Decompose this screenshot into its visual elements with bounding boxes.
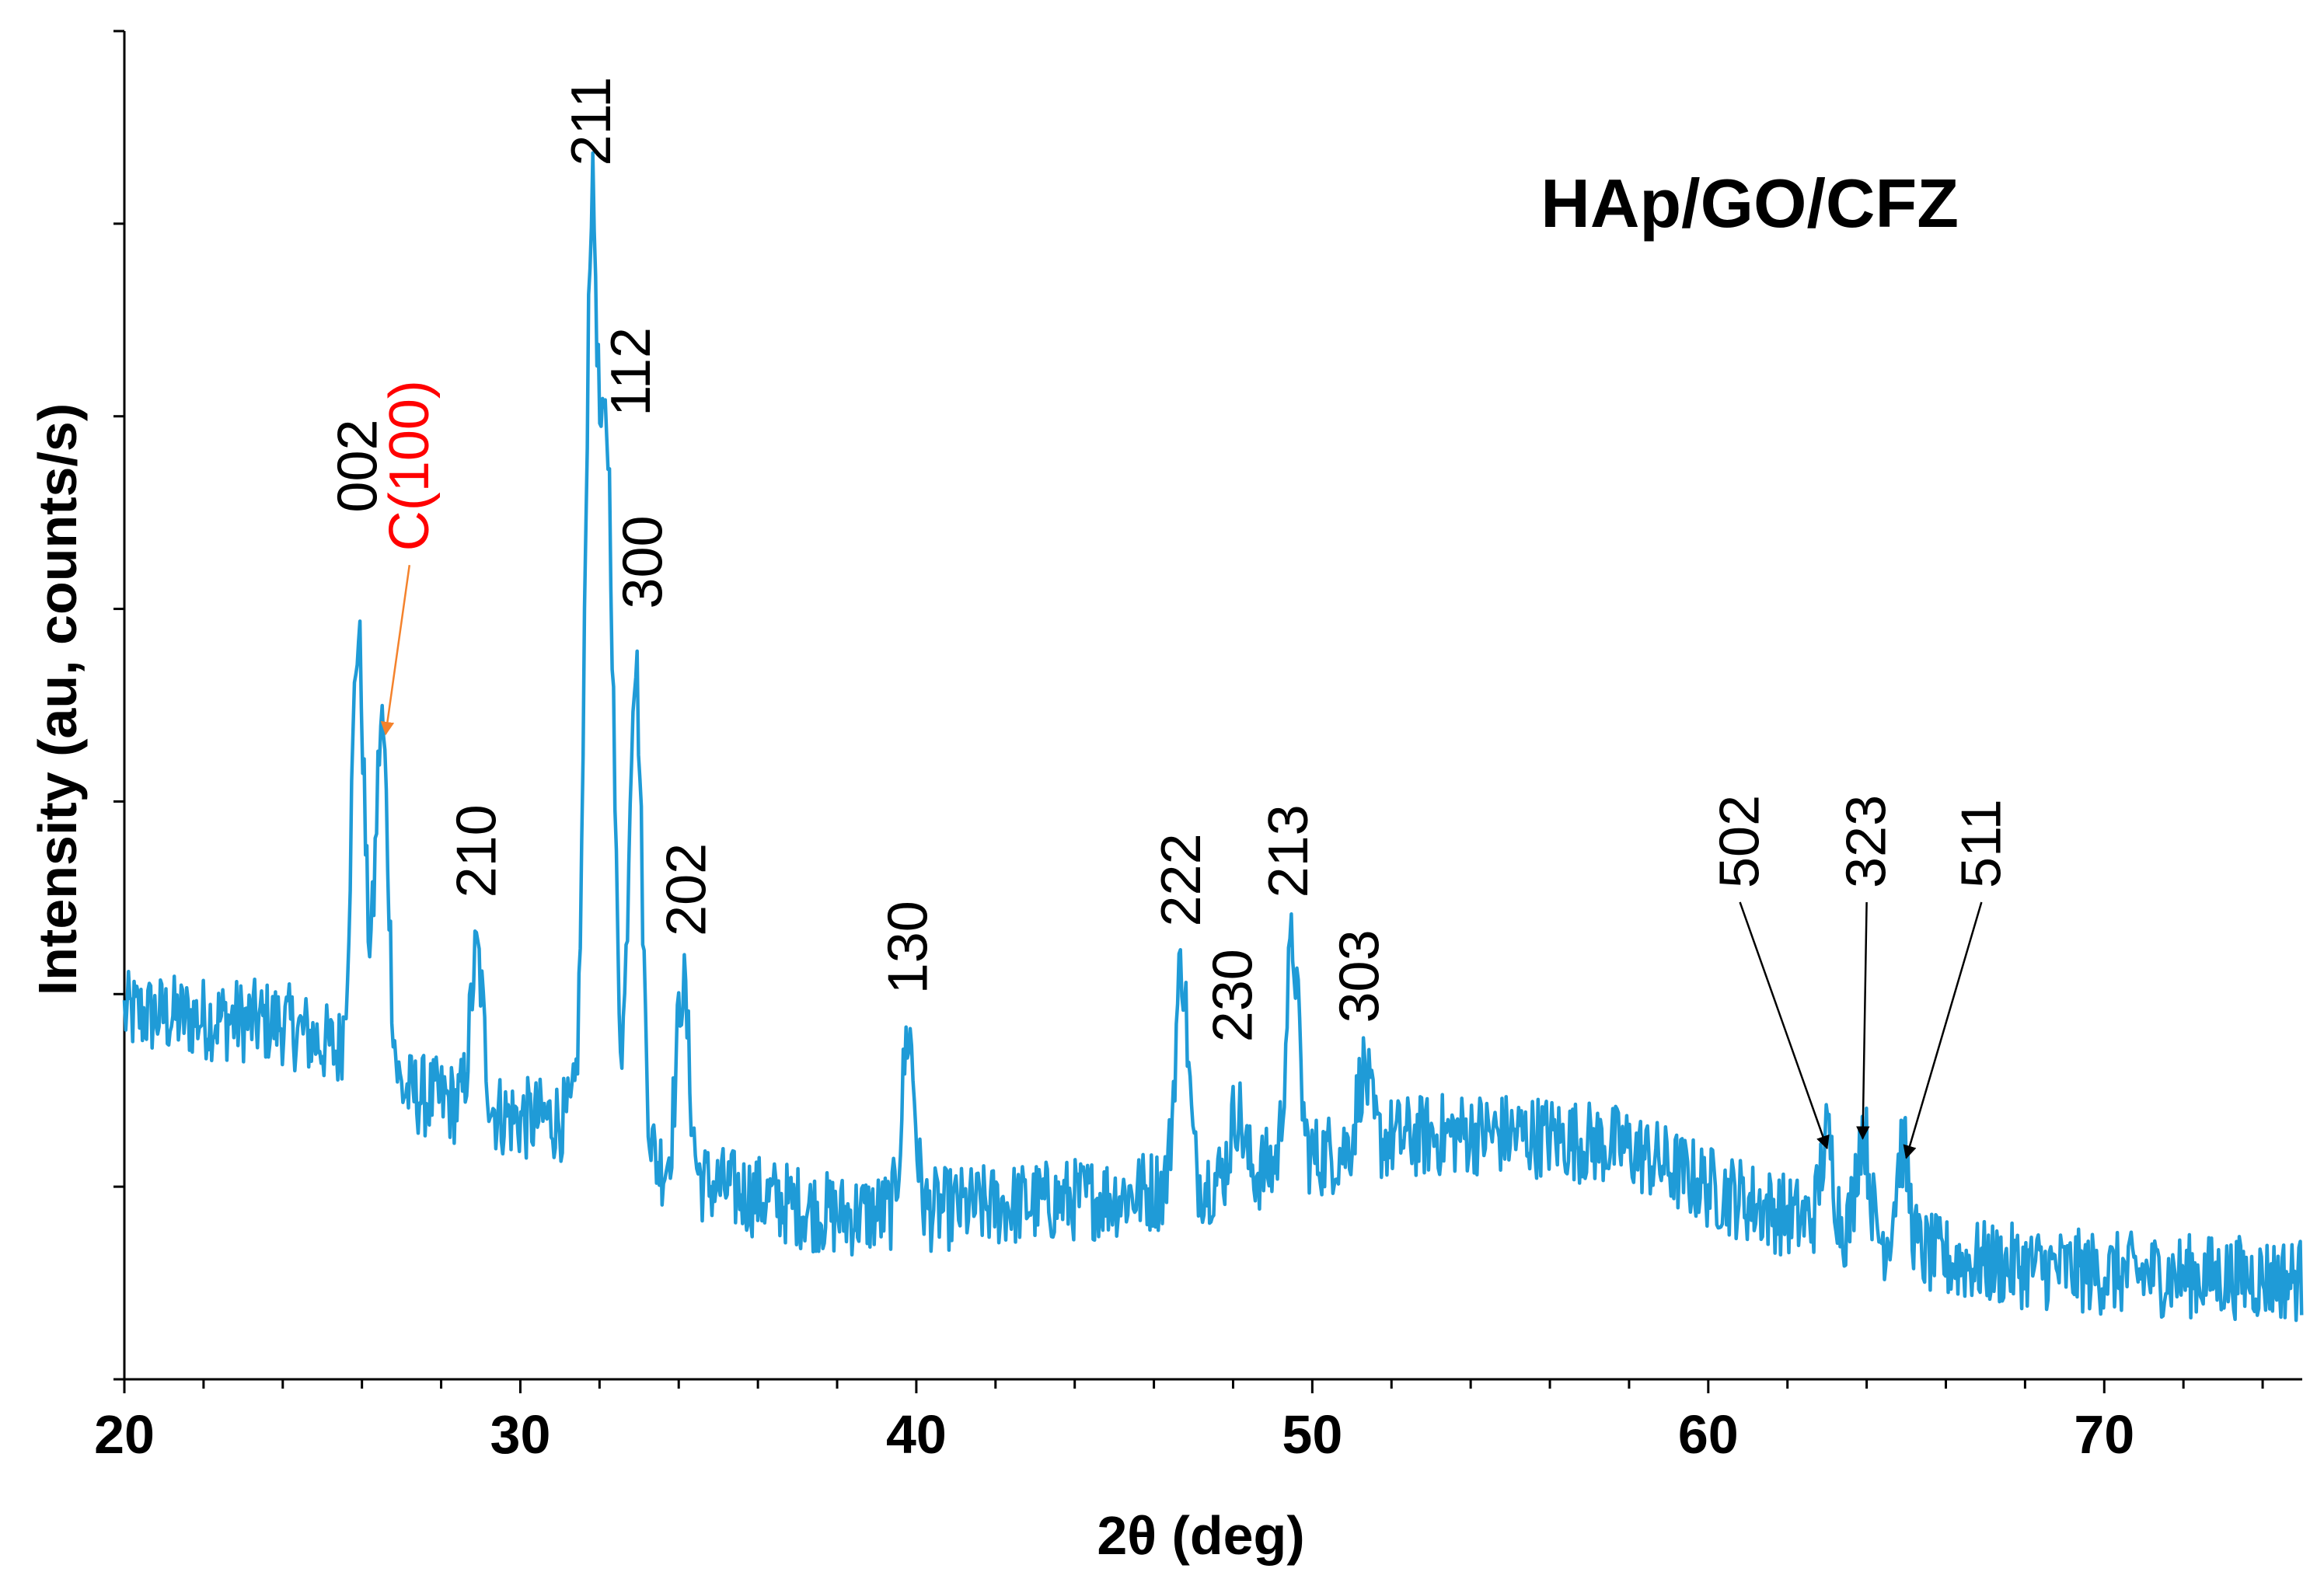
x-tick-label: 70 xyxy=(2074,1404,2134,1465)
peak-label-213: 213 xyxy=(1258,804,1320,898)
x-tick-label: 60 xyxy=(1678,1404,1739,1465)
peak-label-300: 300 xyxy=(612,515,674,608)
x-axis-title: 2θ (deg) xyxy=(1097,1505,1304,1566)
x-tick-label: 50 xyxy=(1282,1404,1342,1465)
peak-label-222: 222 xyxy=(1150,833,1213,926)
peak-label-c100: C(100) xyxy=(379,380,441,551)
x-tick-label: 30 xyxy=(490,1404,551,1465)
y-axis-title: Intensity (au, counts/s) xyxy=(27,403,88,995)
peak-label-502: 502 xyxy=(1709,795,1771,888)
peak-label-130: 130 xyxy=(878,901,940,994)
peak-arrow xyxy=(1856,901,1870,1140)
peak-label-210: 210 xyxy=(445,804,508,898)
peak-label-303: 303 xyxy=(1329,929,1391,1023)
peak-label-511: 511 xyxy=(1950,799,2012,888)
peak-label-230: 230 xyxy=(1202,949,1265,1042)
peak-label-202: 202 xyxy=(655,843,717,936)
peak-label-323: 323 xyxy=(1836,795,1898,888)
peak-label-211: 211 xyxy=(560,77,623,166)
x-tick-label: 20 xyxy=(94,1404,155,1465)
axes: 20 30 40 50 60 70 xyxy=(94,30,2302,1465)
peak-label-112: 112 xyxy=(600,327,662,417)
plot-area xyxy=(122,151,2304,1323)
peak-arrow xyxy=(380,565,411,736)
peak-label-002: 002 xyxy=(327,419,389,512)
x-tick-label: 40 xyxy=(886,1404,947,1465)
peak-arrow xyxy=(1739,901,1830,1150)
peak-arrow xyxy=(1903,901,1983,1159)
chart-title: HAp/GO/CFZ xyxy=(1541,165,1959,242)
xrd-pattern-line xyxy=(122,151,2304,1323)
